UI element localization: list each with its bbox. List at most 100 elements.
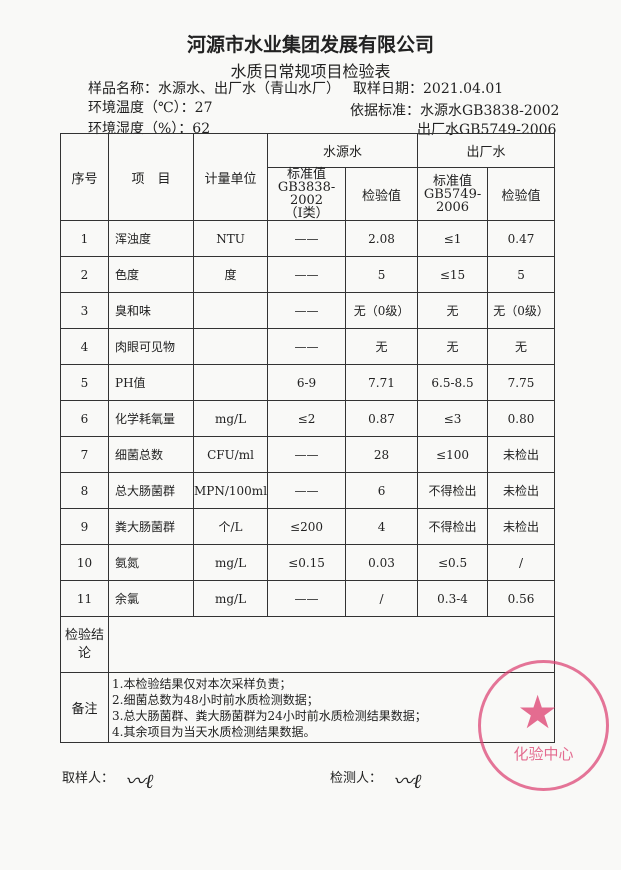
plant-value: 无（0级） [487,292,556,329]
table-row: 1 浑浊度 NTU —— 2.08 ≤1 0.47 [60,220,556,257]
signature-line: 取样人： 〰ℓ 检测人： 〰ℓ [0,765,621,795]
results-table: 序号 项 目 计量单位 水源水 出厂水 标准值 GB3838-2002 （Ⅰ类） 检… [60,133,556,743]
unit: NTU [192,220,269,257]
plant-standard: ≤1 [417,220,489,257]
plant-value: 0.80 [487,400,556,437]
item-name: 总大肠菌群 [108,472,194,509]
source-value: 6 [345,472,419,509]
source-value: / [345,580,419,617]
table-row: 8 总大肠菌群 MPN/100ml —— 6 不得检出 未检出 [60,472,556,509]
row-no: 6 [60,400,109,437]
source-standard: ≤200 [267,508,347,545]
sampler-signature: 〰ℓ [125,769,154,793]
plant-value: 0.56 [487,580,556,617]
table-row: 4 肉眼可见物 —— 无无无 [60,328,556,365]
source-standard: —— [267,436,347,473]
source-standard: ≤0.15 [267,544,347,581]
item-name: PH值 [108,364,194,401]
row-no: 5 [60,364,109,401]
plant-value: 0.47 [487,220,556,257]
row-no: 8 [60,472,109,509]
conclusion-label: 检验结论 [60,616,109,673]
note-3: 3.总大肠菌群、粪大肠菌群为24小时前水质检测结果数据； [112,708,427,723]
header-plant-water: 出厂水 [417,133,556,168]
item-name: 粪大肠菌群 [108,508,194,545]
unit: mg/L [192,400,269,437]
item-name: 余氯 [108,580,194,617]
unit [192,328,269,365]
table-row: 10 氨氮 mg/L ≤0.15 0.03 ≤0.5/ [60,544,556,581]
header-no: 序号 [60,133,109,221]
row-no: 7 [60,436,109,473]
table-row: 2 色度度 —— 5 ≤15 5 [60,256,556,293]
notes-cell: 1.本检验结果仅对本次采样负责； 2.细菌总数为48小时前水质检测数据； 3.总… [107,672,556,743]
header-plant-value: 检验值 [487,167,556,221]
table-row: 7 细菌总数 CFU/ml —— 28 ≤100 未检出 [60,436,556,473]
table-row: 11 余氯 mg/L ——/0.3-4 0.56 [60,580,556,617]
plant-value: 未检出 [487,436,556,473]
plant-standard: ≤15 [417,256,489,293]
conclusion-cell [107,616,556,673]
sampler-label: 取样人： [62,771,115,786]
source-standard: —— [267,256,347,293]
tester-label: 检测人： [330,771,383,786]
plant-value: 7.75 [487,364,556,401]
notes-label: 备注 [60,672,109,743]
row-no: 3 [60,292,109,329]
row-no: 4 [60,328,109,365]
header-source-standard: 标准值 GB3838-2002 （Ⅰ类） [267,167,347,221]
item-name: 化学耗氧量 [108,400,194,437]
source-value: 7.71 [345,364,419,401]
unit [192,292,269,329]
row-no: 10 [60,544,109,581]
source-value: 2.08 [345,220,419,257]
form-title: 水质日常规项目检验表 [230,62,391,81]
sample-date: 取样日期：2021.04.01 [353,81,504,97]
unit: CFU/ml [192,436,269,473]
source-value: 无（0级） [345,292,419,329]
item-name: 细菌总数 [108,436,194,473]
source-standard: 6-9 [267,364,347,401]
header-unit: 计量单位 [192,133,269,221]
unit: mg/L [192,544,269,581]
item-name: 臭和味 [108,292,194,329]
row-no: 1 [60,220,109,257]
header-item: 项 目 [108,133,194,221]
source-value: 0.87 [345,400,419,437]
header-source-water: 水源水 [267,133,419,168]
unit: mg/L [192,580,269,617]
note-2: 2.细菌总数为48小时前水质检测数据； [112,692,319,707]
table-row: 5 PH值 6-9 7.71 6.5-8.5 7.75 [60,364,556,401]
plant-value: 无 [487,328,556,365]
source-standard: —— [267,328,347,365]
standard-source: 依据标准：水源水GB3838-2002 [350,103,560,119]
plant-value: / [487,544,556,581]
plant-standard: 6.5-8.5 [417,364,489,401]
table-row: 9 粪大肠菌群 个/L ≤200 4 不得检出 未检出 [60,508,556,545]
tester-signature: 〰ℓ [393,769,422,793]
note-4: 4.其余项目为当天水质检测结果数据。 [112,724,316,739]
unit: 个/L [192,508,269,545]
temperature: 环境温度（℃）：27 [88,100,213,116]
source-standard: —— [267,472,347,509]
header-source-value: 检验值 [345,167,419,221]
plant-value: 未检出 [487,508,556,545]
note-1: 1.本检验结果仅对本次采样负责； [112,676,292,691]
source-standard: —— [267,292,347,329]
plant-standard: 无 [417,328,489,365]
plant-standard: ≤0.5 [417,544,489,581]
table-row: 6 化学耗氧量 mg/L ≤2 0.87 ≤3 0.80 [60,400,556,437]
source-standard: —— [267,580,347,617]
plant-value: 未检出 [487,472,556,509]
unit: MPN/100ml [192,472,269,509]
table-row: 3 臭和味 —— 无（0级）无无（0级） [60,292,556,329]
sample-name: 样品名称：水源水、出厂水（青山水厂） [88,81,340,97]
header-plant-standard: 标准值 GB5749-2006 [417,167,489,221]
plant-standard: 不得检出 [417,508,489,545]
source-value: 无 [345,328,419,365]
unit: 度 [192,256,269,293]
row-no: 2 [60,256,109,293]
source-value: 5 [345,256,419,293]
plant-standard: ≤3 [417,400,489,437]
